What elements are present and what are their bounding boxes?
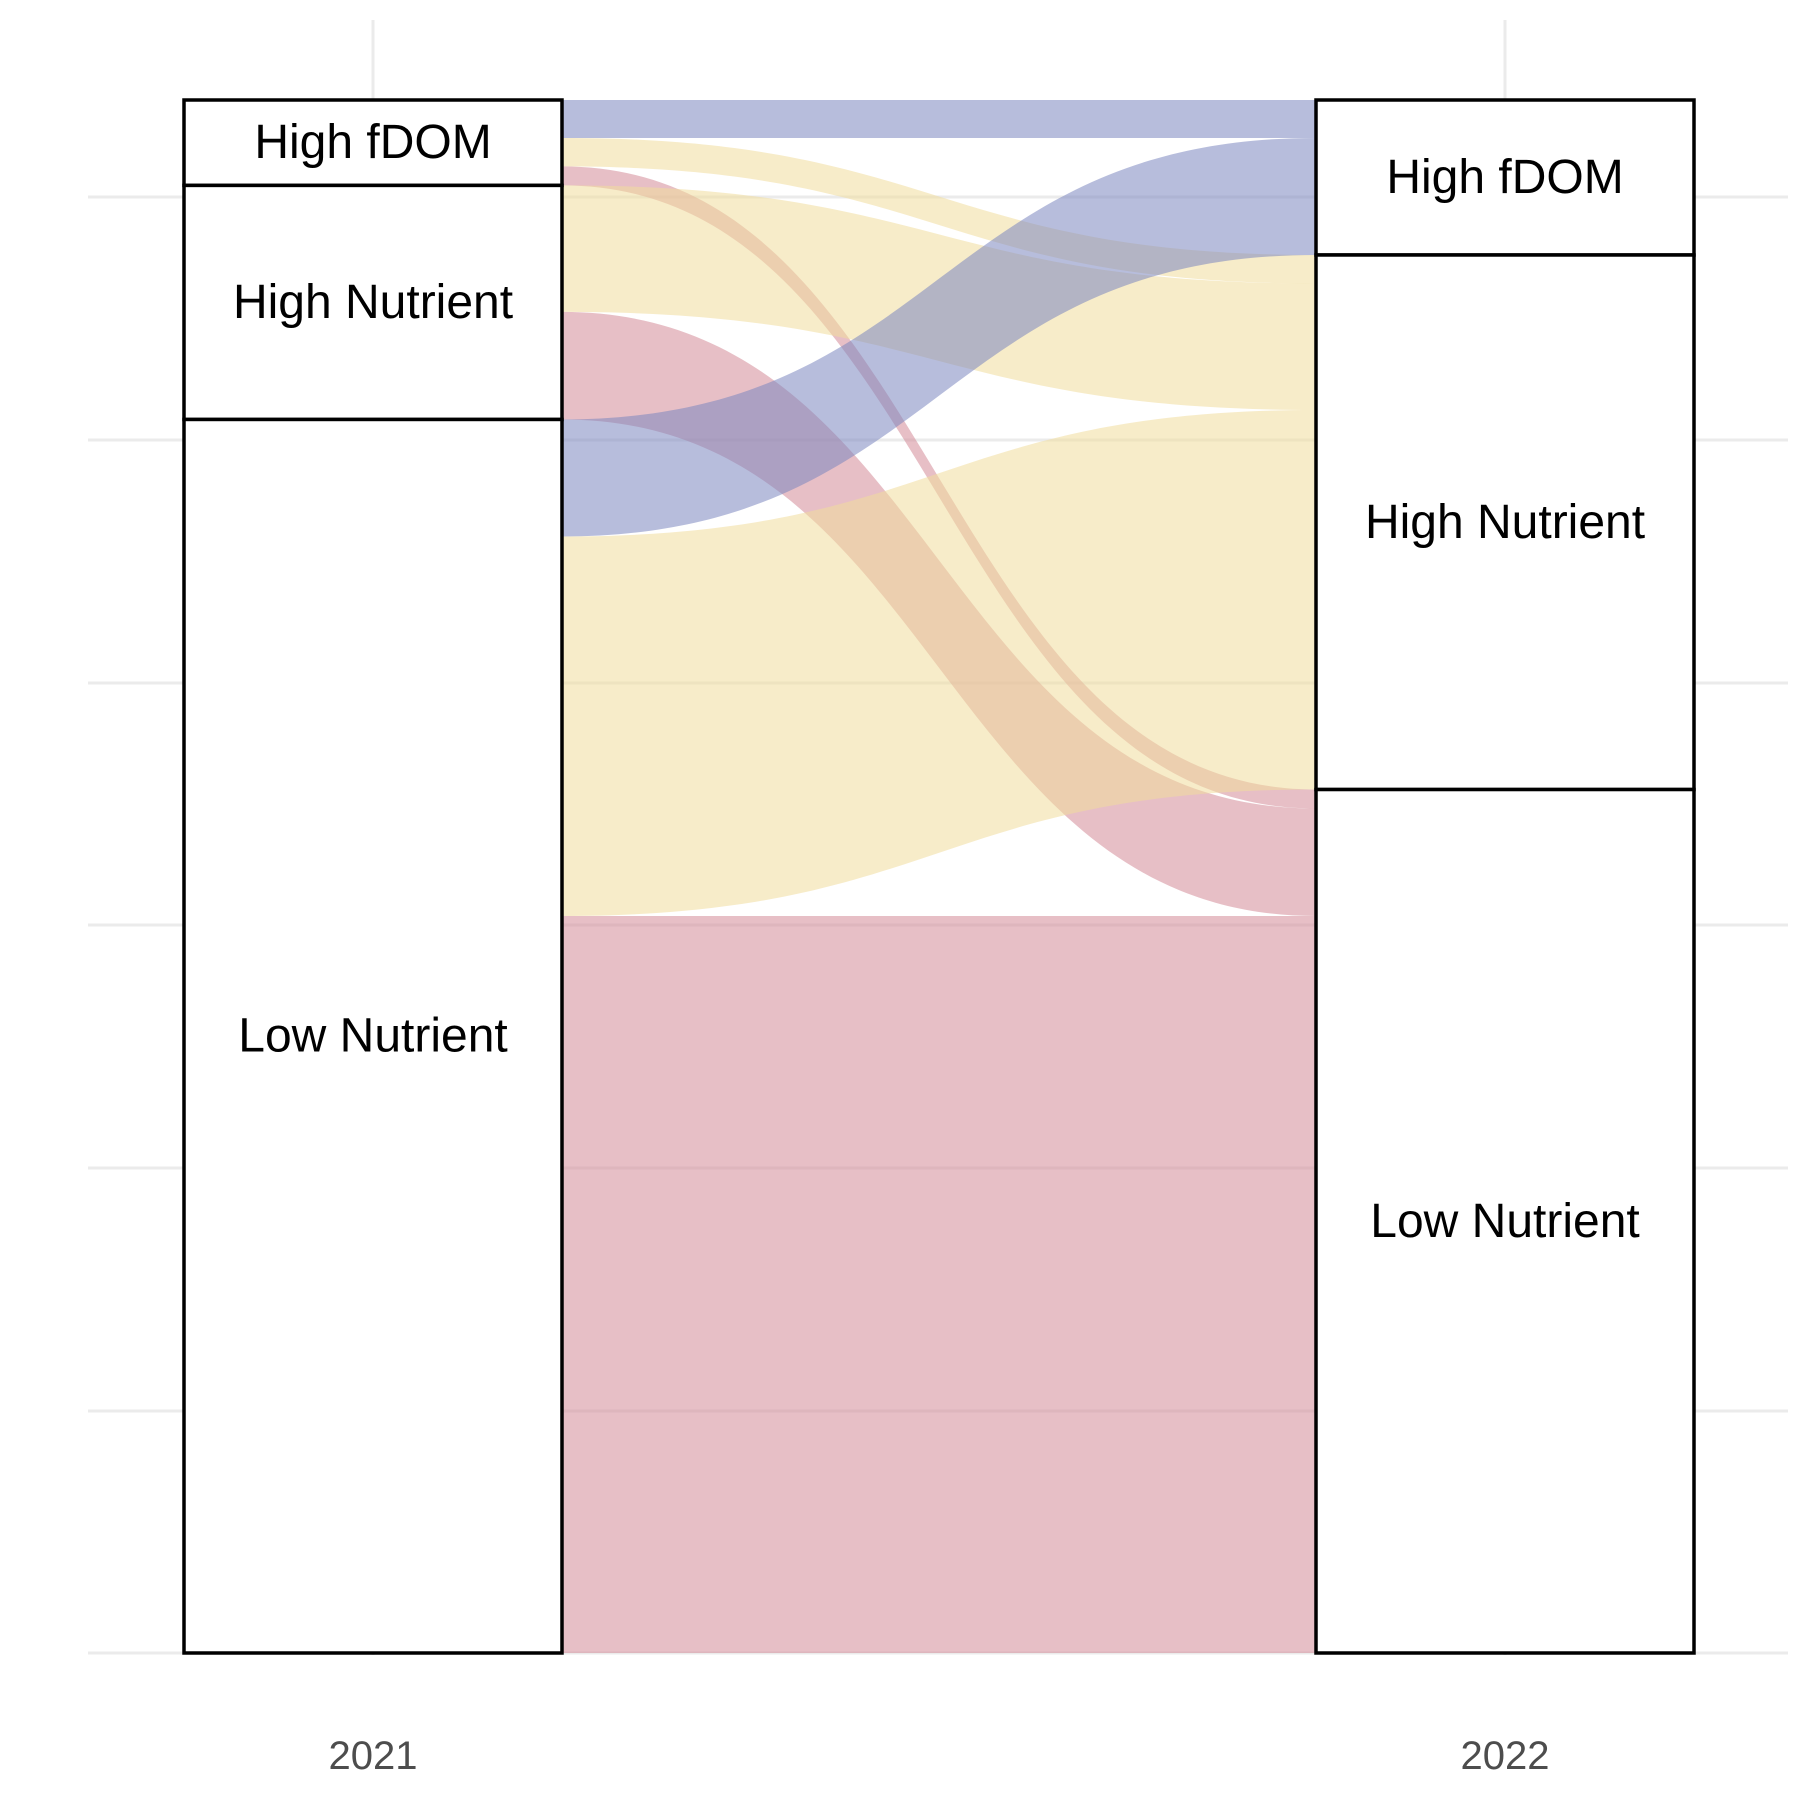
stratum-box-2021-low-nutrient bbox=[182, 417, 564, 1655]
stratum-label-2021-high-nutrient: High Nutrient bbox=[233, 276, 513, 329]
flow-low-nutrient-to-high-nutrient bbox=[562, 409, 1316, 917]
stratum-box-2022-high-nutrient bbox=[1314, 253, 1696, 792]
stratum-layer: High fDOM High Nutrient Low Nutrient High f… bbox=[182, 98, 1696, 1655]
x-tick-label-2021: 2021 bbox=[329, 1734, 418, 1778]
x-tick-label-2022: 2022 bbox=[1461, 1734, 1550, 1778]
stratum-box-2022-high-fdom bbox=[1314, 98, 1696, 257]
flow-high-fdom-to-high-fdom bbox=[562, 100, 1316, 138]
tick-layer: 2021 2022 bbox=[329, 1734, 1550, 1778]
stratum-box-2022-low-nutrient bbox=[1314, 787, 1696, 1655]
stratum-box-2021-high-nutrient bbox=[182, 183, 564, 422]
stratum-box-2021-high-fdom bbox=[182, 98, 564, 188]
stratum-label-2022-low-nutrient: Low Nutrient bbox=[1370, 1195, 1639, 1248]
stratum-label-2021-low-nutrient: Low Nutrient bbox=[238, 1010, 507, 1063]
flow-layer bbox=[562, 100, 1316, 1653]
stratum-label-2022-high-fdom: High fDOM bbox=[1386, 151, 1623, 204]
flow-low-nutrient-to-low-nutrient bbox=[562, 916, 1316, 1653]
flow-low-nutrient-to-high-fdom bbox=[562, 137, 1316, 537]
stratum-label-2021-high-fdom: High fDOM bbox=[254, 116, 491, 169]
stratum-label-2022-high-nutrient: High Nutrient bbox=[1365, 496, 1645, 549]
